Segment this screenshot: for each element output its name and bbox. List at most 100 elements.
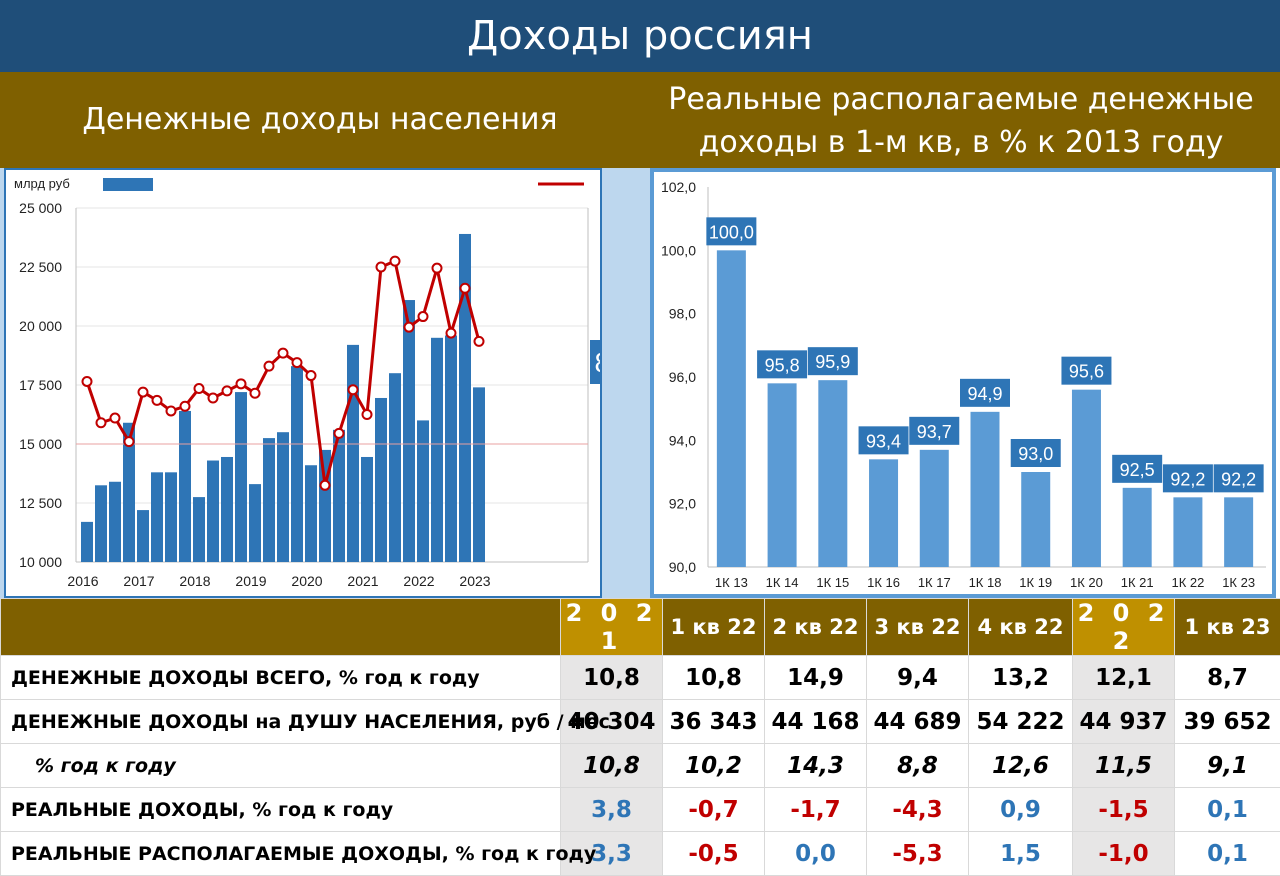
yoy-point bbox=[419, 312, 428, 321]
table-cell: 0,1 bbox=[1175, 832, 1280, 876]
table-cell: -1,5 bbox=[1073, 788, 1175, 832]
income-bar bbox=[137, 510, 149, 562]
table-cell: -4,3 bbox=[867, 788, 969, 832]
yoy-point bbox=[349, 385, 358, 394]
yoy-point bbox=[447, 329, 456, 338]
real-income-bar bbox=[971, 412, 1000, 567]
x-tick-label: 1К 14 bbox=[766, 575, 799, 590]
yoy-point bbox=[335, 429, 344, 438]
x-tick-label: 2018 bbox=[179, 573, 210, 589]
yoy-point bbox=[405, 323, 414, 332]
income-bar bbox=[361, 457, 373, 562]
x-tick-label: 1К 16 bbox=[867, 575, 900, 590]
table-cell: 44 168 bbox=[765, 700, 867, 744]
table-cell: 10,8 bbox=[663, 656, 765, 700]
income-bar bbox=[179, 411, 191, 562]
x-tick-label: 2023 bbox=[459, 573, 490, 589]
table-cell: 54 222 bbox=[969, 700, 1073, 744]
yoy-point bbox=[433, 264, 442, 273]
yoy-point bbox=[321, 481, 330, 490]
income-table: 2 0 2 1 1 кв 22 2 кв 22 3 кв 22 4 кв 22 … bbox=[0, 598, 1280, 876]
income-bar bbox=[207, 461, 219, 562]
income-bar bbox=[221, 457, 233, 562]
table-cell: 14,3 bbox=[765, 744, 867, 788]
y-tick-label: 102,0 bbox=[661, 179, 696, 195]
income-bar bbox=[277, 432, 289, 562]
table-cell: 10,8 bbox=[561, 656, 663, 700]
table-row: РЕАЛЬНЫЕ ДОХОДЫ, % год к году 3,8 -0,7 -… bbox=[1, 788, 1280, 832]
y-tick-label: 17 500 bbox=[19, 377, 62, 393]
table-cell: 11,5 bbox=[1073, 744, 1175, 788]
table-cell: 9,4 bbox=[867, 656, 969, 700]
column-header: 2 0 2 1 bbox=[561, 599, 663, 656]
x-tick-label: 1К 13 bbox=[715, 575, 748, 590]
table-row: ДЕНЕЖНЫЕ ДОХОДЫ на ДУШУ НАСЕЛЕНИЯ, руб /… bbox=[1, 700, 1280, 744]
y-tick-label: 94,0 bbox=[669, 432, 696, 448]
table-cell: -1,0 bbox=[1073, 832, 1175, 876]
real-income-bar bbox=[1224, 497, 1253, 567]
income-bar bbox=[109, 482, 121, 562]
x-tick-label: 1К 19 bbox=[1019, 575, 1052, 590]
data-label: 92,2 bbox=[1221, 469, 1256, 489]
yoy-point bbox=[251, 389, 260, 398]
yoy-point bbox=[363, 410, 372, 419]
x-tick-label: 2019 bbox=[235, 573, 266, 589]
income-bar bbox=[165, 472, 177, 562]
table-corner bbox=[1, 599, 561, 656]
column-header: 2 кв 22 bbox=[765, 599, 867, 656]
row-label: % год к году bbox=[1, 744, 561, 788]
y-tick-label: 15 000 bbox=[19, 436, 62, 452]
income-bar bbox=[81, 522, 93, 562]
income-bar bbox=[445, 335, 457, 562]
x-tick-label: 1К 15 bbox=[816, 575, 849, 590]
x-tick-label: 1К 18 bbox=[969, 575, 1002, 590]
real-income-bar bbox=[920, 450, 949, 567]
real-income-bar bbox=[717, 250, 746, 567]
page-title: Доходы россиян bbox=[0, 0, 1280, 72]
table-cell: -1,7 bbox=[765, 788, 867, 832]
real-income-bar bbox=[1072, 390, 1101, 567]
row-label: РЕАЛЬНЫЕ РАСПОЛАГАЕМЫЕ ДОХОДЫ, % год к г… bbox=[1, 832, 561, 876]
income-bar bbox=[417, 420, 429, 562]
real-income-bar bbox=[1021, 472, 1050, 567]
table-row: РЕАЛЬНЫЕ РАСПОЛАГАЕМЫЕ ДОХОДЫ, % год к г… bbox=[1, 832, 1280, 876]
y-tick-label: 10 000 bbox=[19, 554, 62, 570]
data-label: 100,0 bbox=[709, 222, 754, 242]
yoy-point bbox=[97, 418, 106, 427]
income-bar bbox=[431, 338, 443, 562]
real-income-bar bbox=[1173, 497, 1202, 567]
table-row: ДЕНЕЖНЫЕ ДОХОДЫ ВСЕГО, % год к году 10,8… bbox=[1, 656, 1280, 700]
data-label: 93,7 bbox=[917, 422, 952, 442]
yoy-point bbox=[83, 377, 92, 386]
yoy-point bbox=[167, 406, 176, 415]
table-cell: 1,5 bbox=[969, 832, 1073, 876]
column-header: 3 кв 22 bbox=[867, 599, 969, 656]
table-cell: 39 652 bbox=[1175, 700, 1280, 744]
row-label: ДЕНЕЖНЫЕ ДОХОДЫ ВСЕГО, % год к году bbox=[1, 656, 561, 700]
data-label: 95,8 bbox=[765, 355, 800, 375]
yoy-point bbox=[307, 371, 316, 380]
table-cell: 0,0 bbox=[765, 832, 867, 876]
yoy-point bbox=[195, 384, 204, 393]
table-cell: 44 689 bbox=[867, 700, 969, 744]
y-tick-label: 100,0 bbox=[661, 242, 696, 258]
income-bar bbox=[347, 345, 359, 562]
section-header-bar: Денежные доходы населения Реальные распо… bbox=[0, 72, 1280, 168]
real-income-bar bbox=[1123, 488, 1152, 567]
table-cell: 9,1 bbox=[1175, 744, 1280, 788]
yoy-point bbox=[279, 349, 288, 358]
y-tick-label: 12 500 bbox=[19, 495, 62, 511]
column-header: 2 0 2 2 bbox=[1073, 599, 1175, 656]
x-tick-label: 2020 bbox=[291, 573, 322, 589]
income-bar bbox=[151, 472, 163, 562]
table-cell: 8,7 bbox=[1175, 656, 1280, 700]
income-bar bbox=[389, 373, 401, 562]
table-cell: 10,8 bbox=[561, 744, 663, 788]
row-label: РЕАЛЬНЫЕ ДОХОДЫ, % год к году bbox=[1, 788, 561, 832]
column-header: 4 кв 22 bbox=[969, 599, 1073, 656]
yoy-point bbox=[293, 358, 302, 367]
legend-bar-swatch bbox=[103, 178, 153, 191]
yoy-point bbox=[377, 263, 386, 272]
